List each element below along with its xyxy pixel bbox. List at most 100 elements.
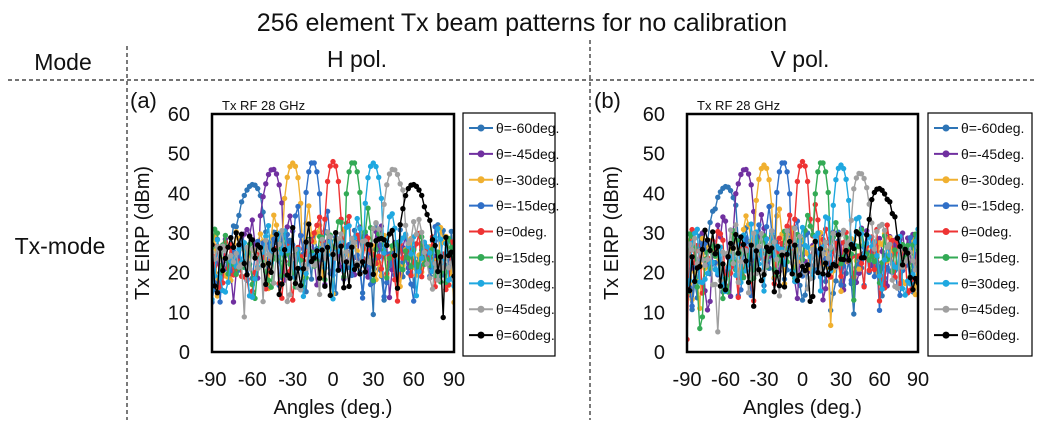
- data-point-30deg: [373, 163, 379, 170]
- data-point-45deg: [284, 298, 290, 305]
- data-point-0deg: [408, 272, 414, 279]
- y-tick-label: 60: [168, 104, 190, 126]
- data-point-60deg: [402, 192, 409, 199]
- data-point-30deg: [881, 257, 888, 263]
- data-point-15deg: [370, 277, 376, 284]
- data-point-60deg: [799, 263, 806, 270]
- data-point-45deg: [894, 285, 901, 291]
- data-point-45deg: [324, 229, 331, 235]
- data-point-60deg: [707, 247, 713, 254]
- data-point-30deg: [833, 177, 839, 183]
- data-point-60deg: [271, 247, 277, 253]
- data-point-45deg: [276, 241, 282, 247]
- data-point-60deg: [751, 303, 757, 309]
- legend-swatch-marker: [477, 124, 485, 132]
- data-point-15deg: [694, 284, 700, 290]
- legend-entry: θ=60deg.: [961, 327, 1020, 343]
- data-point-45deg: [338, 231, 344, 237]
- data-point--15deg: [763, 224, 770, 230]
- data-point-45deg: [397, 181, 403, 187]
- panel-label: (a): [130, 88, 157, 113]
- y-axis-label: Tx EIRP (dBm): [132, 166, 154, 300]
- data-point-60deg: [697, 263, 703, 270]
- data-point-15deg: [351, 160, 358, 166]
- data-point-60deg: [276, 291, 282, 298]
- data-point-60deg: [817, 246, 824, 252]
- data-point--45deg: [733, 191, 739, 197]
- frequency-annotation: Tx RF 28 GHz: [697, 98, 780, 113]
- data-point-60deg: [333, 230, 339, 236]
- data-point-45deg: [715, 329, 721, 335]
- data-point--15deg: [384, 279, 390, 286]
- data-point-45deg: [861, 175, 867, 182]
- data-point--15deg: [311, 160, 317, 166]
- legend-swatch-marker: [477, 279, 485, 287]
- data-point-60deg: [306, 221, 312, 227]
- data-point-30deg: [879, 286, 885, 292]
- data-point-15deg: [871, 258, 878, 265]
- data-point-60deg: [214, 290, 221, 296]
- data-point-15deg: [869, 253, 875, 259]
- x-tick-label: -30: [750, 369, 779, 391]
- data-point-45deg: [769, 228, 775, 234]
- x-tick-label: -90: [673, 369, 702, 391]
- x-tick-label: 60: [868, 369, 890, 391]
- data-point--45deg: [748, 182, 754, 188]
- y-tick-label: 50: [643, 144, 665, 166]
- legend-entry: θ=15deg.: [496, 249, 555, 265]
- data-point--15deg: [359, 295, 366, 301]
- data-point-45deg: [424, 261, 430, 267]
- data-point--15deg: [907, 235, 913, 241]
- data-point--45deg: [230, 299, 237, 305]
- data-point--15deg: [756, 222, 762, 228]
- data-point--30deg: [743, 213, 749, 219]
- data-point--15deg: [689, 303, 695, 309]
- legend-entry: θ=45deg.: [961, 301, 1020, 317]
- legend-swatch-marker: [477, 150, 485, 158]
- y-tick-label: 50: [168, 144, 190, 166]
- data-point-45deg: [733, 222, 739, 228]
- data-point-45deg: [230, 259, 237, 265]
- data-point-60deg: [715, 243, 721, 250]
- data-point-60deg: [720, 261, 726, 267]
- data-point-45deg: [735, 279, 741, 285]
- data-point-15deg: [807, 223, 813, 229]
- data-point-60deg: [437, 254, 444, 260]
- data-point-60deg: [440, 314, 446, 321]
- data-point-0deg: [861, 284, 867, 290]
- data-point-30deg: [265, 223, 272, 229]
- data-point-60deg: [233, 230, 239, 236]
- data-point-60deg: [881, 191, 888, 197]
- legend-swatch-marker: [477, 228, 485, 236]
- data-point-15deg: [402, 248, 409, 254]
- legend-swatch-marker: [942, 176, 950, 184]
- data-point--60deg: [851, 311, 857, 317]
- data-point-45deg: [392, 167, 398, 173]
- data-point--15deg: [787, 191, 793, 197]
- legend-swatch-marker: [477, 253, 485, 261]
- data-point-60deg: [394, 285, 401, 291]
- data-point-60deg: [804, 262, 811, 268]
- data-point-15deg: [233, 271, 239, 277]
- data-point-30deg: [912, 238, 918, 245]
- data-point-60deg: [699, 246, 706, 253]
- data-point-60deg: [220, 267, 226, 274]
- data-point-0deg: [838, 273, 844, 279]
- data-point-60deg: [771, 289, 777, 295]
- data-point-45deg: [851, 186, 857, 192]
- data-point-0deg: [413, 241, 420, 247]
- y-tick-label: 40: [168, 183, 190, 205]
- data-point-60deg: [222, 255, 229, 261]
- data-point-45deg: [394, 171, 401, 178]
- data-point-30deg: [846, 197, 852, 204]
- data-point--45deg: [263, 181, 269, 187]
- legend-swatch-marker: [477, 202, 485, 210]
- data-point-0deg: [784, 223, 790, 229]
- data-point-60deg: [797, 272, 803, 278]
- x-tick-label: 0: [797, 369, 808, 391]
- data-point--45deg: [738, 171, 744, 178]
- x-tick-label: -90: [198, 369, 227, 391]
- data-point--15deg: [784, 169, 790, 175]
- data-point-30deg: [876, 273, 883, 279]
- header-h-pol: H pol.: [327, 46, 387, 72]
